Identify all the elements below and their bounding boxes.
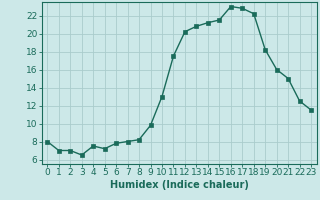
- X-axis label: Humidex (Indice chaleur): Humidex (Indice chaleur): [110, 180, 249, 190]
